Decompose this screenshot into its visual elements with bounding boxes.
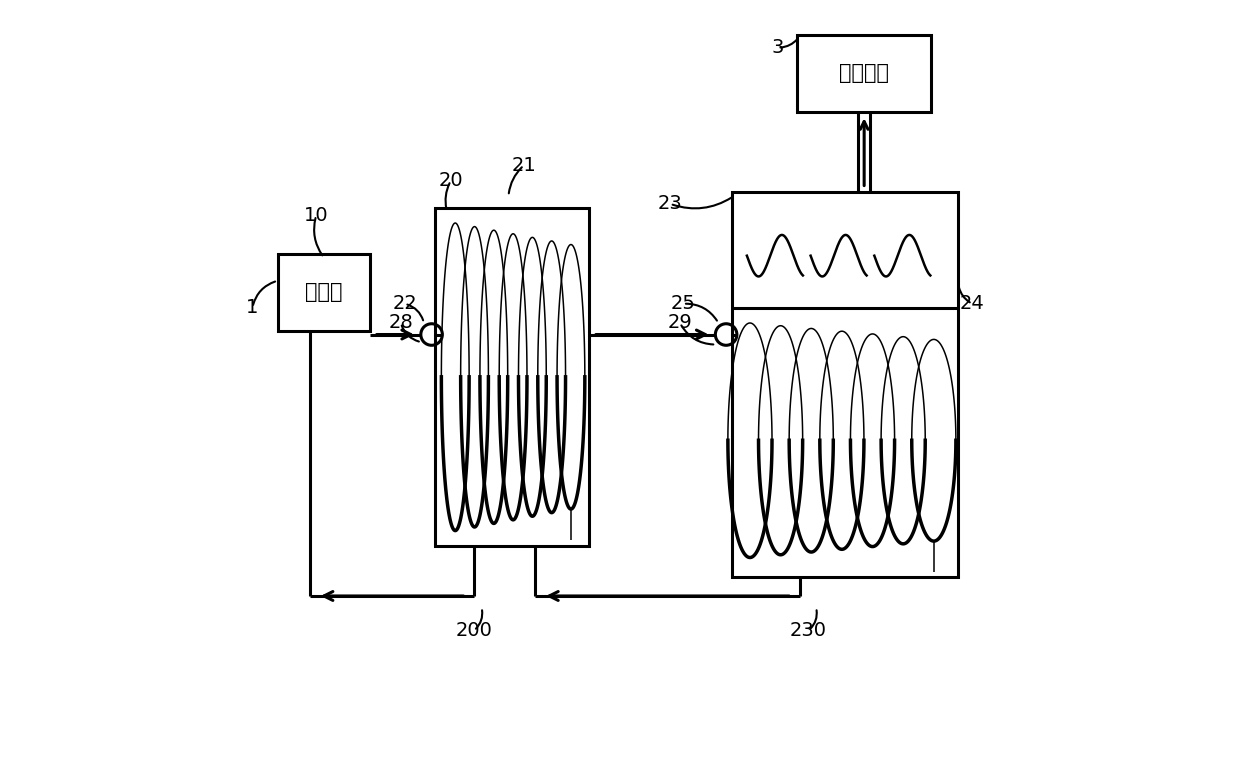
- Bar: [278, 254, 370, 331]
- Bar: [435, 208, 589, 546]
- Text: 230: 230: [790, 621, 827, 640]
- Text: 23: 23: [657, 195, 682, 213]
- Text: 发电机组: 发电机组: [839, 63, 889, 83]
- Bar: [732, 192, 959, 577]
- Text: 20: 20: [439, 171, 463, 190]
- Text: 200: 200: [455, 621, 492, 640]
- Text: 21: 21: [511, 156, 536, 175]
- Text: 10: 10: [304, 206, 329, 225]
- Text: 29: 29: [667, 314, 692, 332]
- Text: 28: 28: [388, 314, 413, 332]
- Text: 1: 1: [247, 298, 259, 317]
- Text: 24: 24: [960, 295, 985, 313]
- Text: 集热器: 集热器: [305, 282, 342, 302]
- Text: 22: 22: [392, 295, 417, 313]
- Text: 25: 25: [671, 295, 696, 313]
- Bar: [797, 35, 931, 112]
- Text: 3: 3: [771, 38, 784, 57]
